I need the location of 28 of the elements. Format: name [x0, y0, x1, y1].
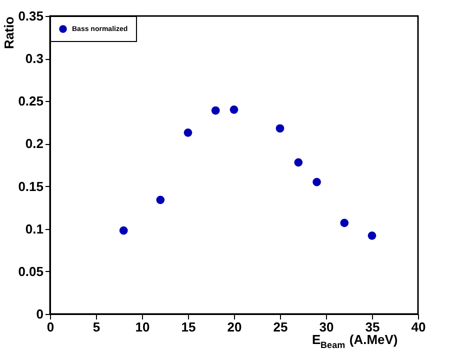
y-tick-label: 0.35 [18, 8, 44, 24]
y-tick-label: 0.15 [18, 178, 44, 194]
y-tick-label: 0.3 [25, 51, 44, 66]
point [156, 196, 165, 204]
x-tick-label: 5 [92, 320, 100, 334]
x-tick-label: 30 [319, 320, 334, 334]
point [312, 178, 321, 186]
y-tick-label: 0.2 [25, 136, 44, 152]
x-tick-label: 15 [181, 320, 196, 334]
point [119, 226, 128, 235]
x-tick-label: 0 [46, 320, 54, 334]
y-tick-label: 0 [36, 306, 44, 322]
point [184, 128, 192, 137]
point [294, 158, 303, 167]
x-tick-label: 40 [411, 320, 426, 334]
y-tick-label: 0.25 [18, 94, 44, 109]
point [340, 218, 349, 228]
x-tick-label: 25 [273, 320, 288, 334]
x-tick-label: 20 [227, 320, 242, 334]
point [276, 124, 284, 133]
point [211, 106, 220, 115]
x-tick-label: 10 [135, 320, 150, 334]
y-tick-label: 0.1 [25, 221, 44, 236]
y-axis-title: Ratio [2, 16, 16, 49]
y-tick-label: 0.05 [18, 264, 44, 279]
point [230, 105, 238, 114]
point [368, 231, 376, 240]
x-tick-label: 35 [365, 320, 380, 334]
